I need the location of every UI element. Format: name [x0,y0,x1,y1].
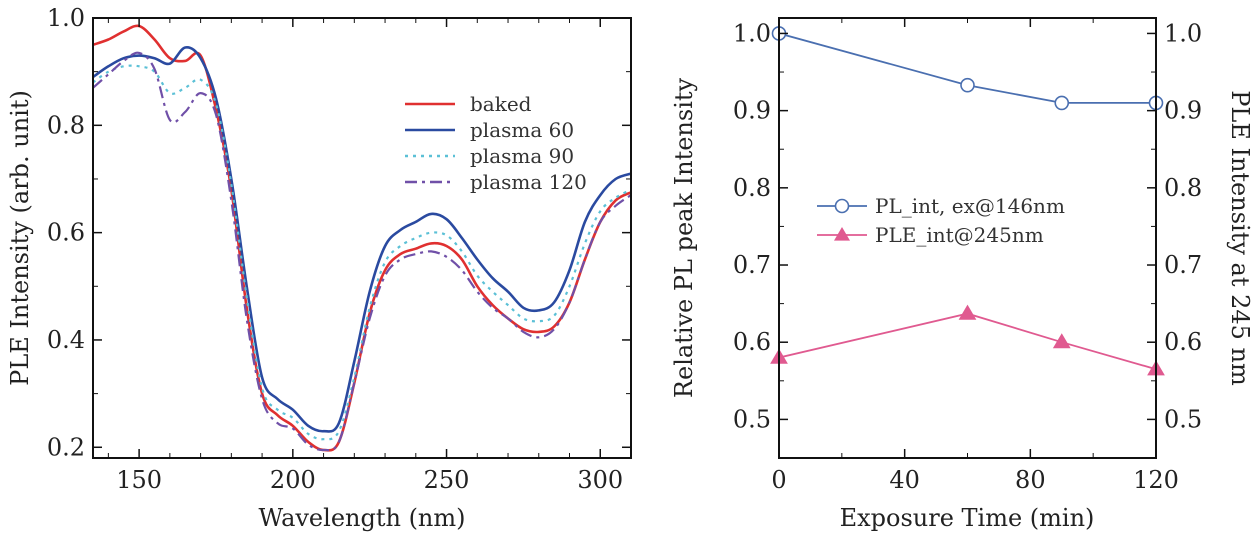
right-y2-tick-label: 0.6 [1164,328,1202,356]
left-series-line-1 [93,46,631,433]
left-legend-label: baked [470,92,532,116]
right-x-axis-label: Exposure Time (min) [840,504,1095,532]
left-x-tick-label: 200 [270,466,316,494]
right-data-point-circle [960,77,975,93]
right-legend-marker-triangle [834,227,850,241]
right-y2-tick-label: 0.9 [1164,97,1202,125]
left-x-tick-label: 150 [116,466,162,494]
right-legend-label: PLE_int@245nm [875,223,1044,247]
left-y-tick-label: 1.0 [47,4,85,32]
right-legend-marker-circle [834,198,850,214]
right-y-tick-label: 0.5 [733,405,771,433]
right-series-line-1 [779,312,1156,371]
right-legend: PL_int, ex@146nm PLE_int@245nm [817,194,1065,247]
left-plot-frame [92,17,632,459]
left-y-axis-label: PLE Intensity (arb. unit) [6,90,34,386]
right-y2-tick-label: 0.8 [1164,174,1202,202]
right-x-tick-label: 0 [771,466,786,494]
left-series-line-3 [93,51,631,452]
right-y-tick-label: 0.9 [733,97,771,125]
right-data-point-triangle [1052,333,1071,349]
left-x-tick-label: 300 [577,466,623,494]
right-y-tick-label: 0.8 [733,174,771,202]
right-legend-label: PL_int, ex@146nm [875,194,1065,218]
right-y2-tick-label: 0.7 [1164,251,1202,279]
right-y-axis-label: Relative PL peak Intensity [670,77,698,398]
left-x-tick-label: 250 [424,466,470,494]
right-series-line-0 [779,32,1156,104]
left-chart-ple-spectra: 150 200 250 300 0.2 0.4 0.6 0.8 1.0 Wavelength (… [6,4,632,532]
right-data-point-triangle [958,304,977,320]
right-y-tick-label: 0.7 [733,251,771,279]
left-legend-label: plasma 90 [470,144,574,168]
left-x-axis-label: Wavelength (nm) [258,504,465,532]
left-series-line-0 [93,24,631,452]
right-x-tick-label: 40 [889,466,920,494]
left-y-tick-label: 0.4 [47,326,85,354]
right-y-tick-label: 1.0 [733,19,771,47]
right-x-tick-label: 120 [1133,466,1179,494]
left-legend-label: plasma 60 [470,118,574,142]
right-x-tick-label: 80 [1015,466,1046,494]
left-y-tick-label: 0.8 [47,111,85,139]
right-y2-tick-label: 0.5 [1164,405,1202,433]
left-y-tick-label: 0.2 [47,433,85,461]
right-y2-axis-label: PLE Intensity at 245 nm [1226,90,1254,386]
right-y-tick-label: 0.6 [733,328,771,356]
left-y-tick-label: 0.6 [47,219,85,247]
right-y2-tick-label: 1.0 [1164,19,1202,47]
right-data-point-circle [1054,95,1070,111]
right-chart-exposure-time: 0 40 80 120 0.5 0.5 0.6 0.6 0.7 0.7 0.8 0.8 0.9 0.9 1.… [670,17,1254,532]
left-legend-label: plasma 120 [470,170,587,194]
